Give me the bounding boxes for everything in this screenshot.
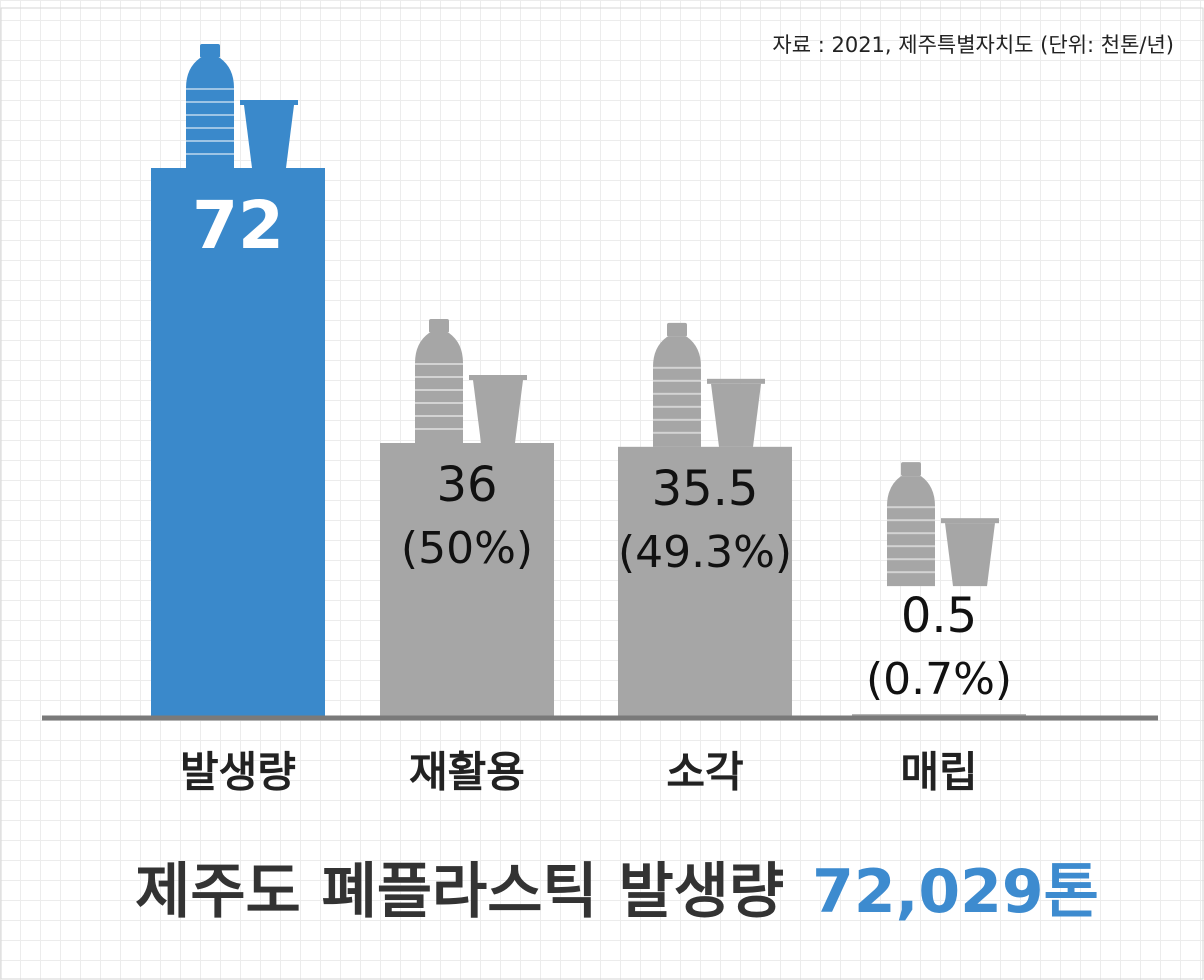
bottle-ridge xyxy=(415,376,463,378)
bottle-ridge xyxy=(415,389,463,391)
title-highlight: 72,029톤 xyxy=(812,857,1099,927)
cup-body xyxy=(945,523,995,587)
bar xyxy=(618,446,792,718)
bottle-ridge xyxy=(415,363,463,365)
bottle-ridge xyxy=(887,506,935,509)
bottle-ridge xyxy=(653,379,701,382)
bottle-body xyxy=(653,336,701,447)
frame xyxy=(0,7,1204,980)
bottle-ridge xyxy=(415,402,463,404)
bottle-body xyxy=(415,333,463,443)
bar xyxy=(380,443,554,718)
bottle-body xyxy=(887,476,935,587)
bottle-ridge xyxy=(887,532,935,535)
x-tick-label: 재활용 xyxy=(409,748,525,797)
bar xyxy=(151,168,325,718)
bottle-ridge xyxy=(653,366,701,369)
value-label: 36 xyxy=(436,457,497,513)
cup-body xyxy=(473,380,523,443)
value-label: 35.5 xyxy=(652,461,759,517)
bottle-cap xyxy=(200,44,220,58)
source-note: 자료 : 2021, 제주특별자치도 (단위: 천톤/년) xyxy=(772,33,1174,57)
bottle-ridge xyxy=(653,418,701,421)
share-label: (0.7%) xyxy=(866,654,1012,705)
bottle-ridge xyxy=(887,519,935,522)
bottle-ridge xyxy=(186,153,234,155)
cup-body xyxy=(711,383,761,447)
bottle-cap xyxy=(429,319,449,333)
value-label: 0.5 xyxy=(901,588,977,644)
cup-body xyxy=(244,105,294,168)
chart-title: 제주도 폐플라스틱 발생량 72,029톤 xyxy=(135,857,1099,927)
cup-rim xyxy=(240,100,298,105)
cup-rim xyxy=(707,378,765,384)
bottle-ridge xyxy=(186,114,234,116)
bottle-ridge xyxy=(415,428,463,430)
share-label: (49.3%) xyxy=(618,527,792,578)
bottle-cup-icon xyxy=(653,322,765,447)
bottle-cup-icon xyxy=(887,462,999,587)
bottle-ridge xyxy=(887,558,935,561)
bottle-ridge xyxy=(653,392,701,395)
cup-rim xyxy=(941,518,999,524)
bottle-ridge xyxy=(186,101,234,103)
bottle-ridge xyxy=(415,415,463,417)
bottle-cap xyxy=(901,462,921,477)
bottle-ridge xyxy=(653,431,701,434)
bottle-ridge xyxy=(186,88,234,90)
bottle-cup-icon xyxy=(415,319,527,443)
bottle-ridge xyxy=(186,127,234,129)
bottle-cup-icon xyxy=(186,44,298,168)
x-tick-label: 소각 xyxy=(666,748,743,797)
x-tick-label: 발생량 xyxy=(180,748,296,797)
bottle-body xyxy=(186,58,234,168)
bottle-ridge xyxy=(186,140,234,142)
cup-rim xyxy=(469,375,527,380)
title-text: 제주도 폐플라스틱 발생량 xyxy=(135,857,784,927)
share-label: (50%) xyxy=(401,523,533,574)
bottle-ridge xyxy=(887,571,935,574)
bottle-cap xyxy=(667,322,687,337)
bottle-ridge xyxy=(887,545,935,548)
value-label: 72 xyxy=(192,187,284,264)
bottle-ridge xyxy=(653,405,701,408)
x-tick-label: 매립 xyxy=(900,748,977,797)
